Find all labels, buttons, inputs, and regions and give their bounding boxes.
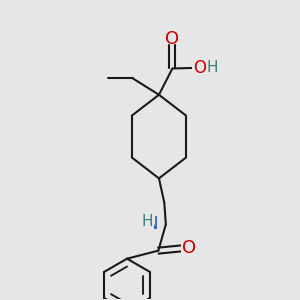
Text: N: N [145, 215, 158, 233]
Text: O: O [165, 30, 179, 48]
Text: H: H [142, 214, 153, 230]
Text: O: O [182, 239, 196, 257]
Text: O: O [193, 58, 206, 76]
Text: H: H [206, 60, 218, 75]
